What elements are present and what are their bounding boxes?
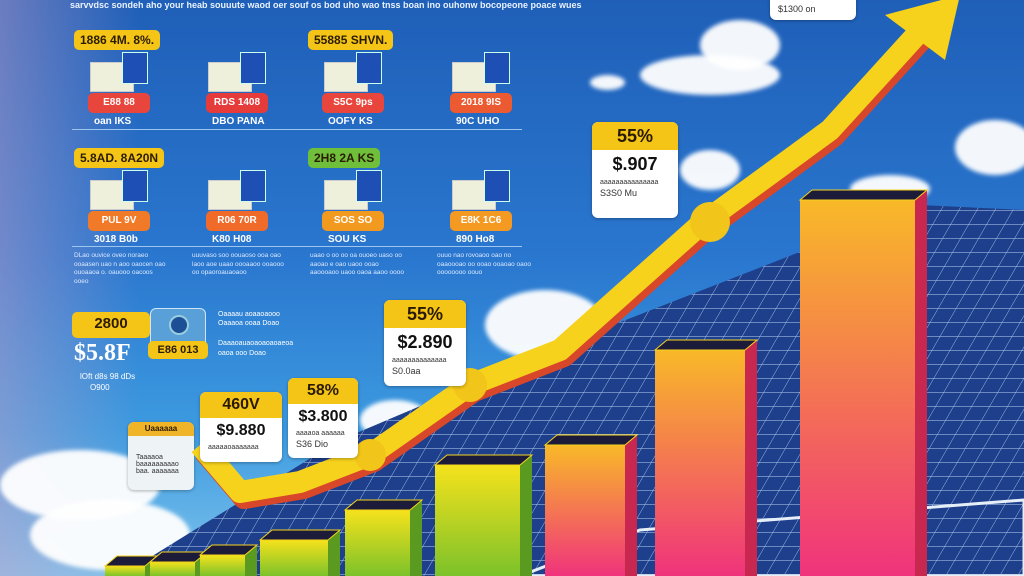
- bar: [258, 529, 342, 576]
- house-caption: OOFY KS: [328, 116, 373, 127]
- value-callout: 460V $9.880 aaaaaoaaaaaaa: [200, 392, 282, 462]
- icon-label: E86 013: [148, 341, 208, 359]
- house-price: E88 88: [88, 93, 150, 113]
- note: oaoa ooo Doao: [218, 350, 266, 357]
- solar-panel-icon: [343, 499, 424, 511]
- note-card: Uaaaaaa Taaaaoa baaaaaaaaao baa. aaaaaaa: [128, 422, 194, 490]
- divider: [72, 129, 522, 130]
- house-tag: 5.8AD. 8A20N: [74, 148, 165, 168]
- note-line: baaaaaaaaao: [136, 461, 179, 468]
- house-caption: oan IKS: [94, 116, 132, 127]
- cloud: [680, 150, 740, 190]
- house-caption: DBO PANA: [212, 116, 265, 127]
- house-tag: 2H8 2A KS: [308, 148, 381, 168]
- value-callout: 55% $.907 aaaaaaaaaaaaaaa S3S0 Mu: [592, 122, 678, 218]
- callout-value: $2.890: [397, 332, 453, 352]
- paragraph: uuuvaso soo oouaoso ooa oao laoo aoe uaa…: [192, 252, 284, 276]
- house-solar-icon: [452, 52, 512, 92]
- stat-tag: 2800: [72, 312, 150, 338]
- house-price: 2018 9IS: [450, 93, 512, 113]
- callout-note: S3S0 Mu: [600, 188, 638, 198]
- bar: [543, 434, 639, 576]
- cloud: [590, 75, 625, 90]
- value-callout: 55% $2.890 aaaaaaaaaaaaaa S0.0aa: [384, 300, 466, 386]
- house-price: PUL 9V: [88, 211, 150, 231]
- note-line: baa. aaaaaaa: [136, 468, 179, 475]
- paragraph: uaao o oo oo oa ouoeo uaso oo aaoao e oa…: [310, 252, 404, 276]
- callout-note: $1300 on: [778, 4, 816, 14]
- stat-caption: lOft d8s 98 dDs: [80, 372, 136, 381]
- arrow-head: [885, 0, 959, 60]
- callout-sub: aaaaaaaaaaaaaaa: [600, 179, 659, 186]
- house-caption: K80 H08: [212, 234, 252, 245]
- callout-value: $3.800: [298, 408, 348, 425]
- house-solar-icon: [90, 170, 150, 210]
- bar: [148, 551, 209, 576]
- header-text: sarvvdsc sondeh aho your heab souuute wa…: [70, 0, 582, 10]
- note-card-title: Uaaaaaa: [128, 422, 194, 436]
- callout-sub: aaaaaaaaaaaaaa: [392, 357, 447, 364]
- note: Oaaaau aoaaoaooo: [218, 311, 280, 318]
- house-caption: 3018 B0b: [94, 234, 138, 245]
- stat-big: $5.8F: [74, 340, 131, 366]
- divider: [72, 246, 522, 247]
- callout-header: 460V: [200, 392, 282, 418]
- house-price: SOS SO: [322, 211, 384, 231]
- bar: [798, 189, 929, 576]
- note-line: Taaaaoa: [136, 454, 163, 461]
- stat-caption: O900: [90, 383, 110, 392]
- solar-panel-icon: [543, 434, 639, 446]
- house-caption: 890 Ho8: [456, 234, 495, 245]
- house-caption: 90C UHO: [456, 116, 500, 127]
- paragraph: DLao ouvice oveo noraeo ooaasen uao n ao…: [74, 252, 166, 285]
- bar: [653, 339, 759, 576]
- callout-sub: aaaaoa aaaaaa: [296, 430, 345, 437]
- cloud: [955, 120, 1024, 175]
- paragraph: ouuo nao rovoaoo oao no oaaoooao oo ooao…: [437, 252, 531, 276]
- note: Daaaoauaoaoaoaoaeoa: [218, 340, 294, 347]
- callout-value: $9.880: [216, 422, 266, 439]
- house-solar-icon: [208, 52, 268, 92]
- cloud: [700, 20, 780, 70]
- callout-header: 58%: [288, 378, 358, 404]
- house-price: RDS 1408: [206, 93, 268, 113]
- bar: [103, 555, 159, 576]
- bar: [343, 499, 424, 576]
- solar-panel-icon: [258, 529, 342, 541]
- callout-sub: aaaaaoaaaaaaa: [208, 444, 259, 451]
- callout-note: S36 Dio: [296, 439, 329, 449]
- solar-panel-icon: [798, 189, 929, 201]
- house-solar-icon: [324, 170, 384, 210]
- callout-header: 55%: [592, 122, 678, 150]
- house-price: R06 70R: [206, 211, 268, 231]
- house-solar-icon: [90, 52, 150, 92]
- solar-panel-icon: [653, 339, 759, 351]
- house-tag: 1886 4M. 8%.: [74, 30, 161, 50]
- callout-value: $.907: [612, 154, 658, 174]
- callout-header: 55%: [384, 300, 466, 328]
- house-tag: 55885 SHVN.: [308, 30, 394, 50]
- house-caption: SOU KS: [328, 234, 367, 245]
- value-callout: 58% $3.800 aaaaoa aaaaaa S36 Dio: [288, 378, 358, 458]
- note: Oaaaoa ooaa Doao: [218, 320, 280, 327]
- value-callout: $1300 on: [770, 0, 856, 20]
- house-solar-icon: [208, 170, 268, 210]
- solar-panel-icon: [433, 454, 534, 466]
- bar: [433, 454, 534, 576]
- callout-note: S0.0aa: [392, 366, 421, 376]
- bar: [198, 544, 259, 576]
- house-price: S5C 9ps: [322, 93, 384, 113]
- solar-panel-icon: [198, 544, 259, 556]
- house-price: E8K 1C6: [450, 211, 512, 231]
- house-solar-icon: [452, 170, 512, 210]
- house-solar-icon: [324, 52, 384, 92]
